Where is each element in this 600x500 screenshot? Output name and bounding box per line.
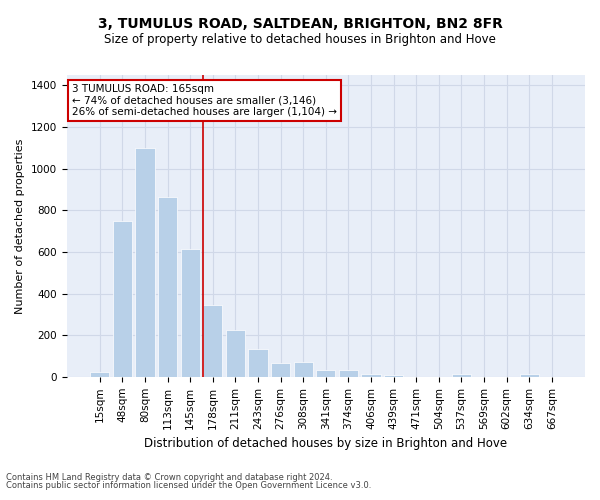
Bar — [136, 148, 155, 377]
Bar — [293, 362, 313, 377]
Bar — [181, 249, 200, 377]
Bar — [271, 364, 290, 377]
Bar — [361, 374, 380, 377]
Bar — [90, 372, 109, 377]
Text: Contains public sector information licensed under the Open Government Licence v3: Contains public sector information licen… — [6, 480, 371, 490]
Text: Size of property relative to detached houses in Brighton and Hove: Size of property relative to detached ho… — [104, 32, 496, 46]
Bar — [113, 221, 132, 377]
Bar — [203, 305, 223, 377]
X-axis label: Distribution of detached houses by size in Brighton and Hove: Distribution of detached houses by size … — [144, 437, 508, 450]
Bar — [452, 374, 471, 377]
Bar — [226, 330, 245, 377]
Text: Contains HM Land Registry data © Crown copyright and database right 2024.: Contains HM Land Registry data © Crown c… — [6, 473, 332, 482]
Bar — [384, 374, 403, 377]
Bar — [158, 198, 177, 377]
Bar — [520, 374, 539, 377]
Text: 3, TUMULUS ROAD, SALTDEAN, BRIGHTON, BN2 8FR: 3, TUMULUS ROAD, SALTDEAN, BRIGHTON, BN2… — [98, 18, 502, 32]
Bar — [339, 370, 358, 377]
Text: 3 TUMULUS ROAD: 165sqm
← 74% of detached houses are smaller (3,146)
26% of semi-: 3 TUMULUS ROAD: 165sqm ← 74% of detached… — [72, 84, 337, 117]
Y-axis label: Number of detached properties: Number of detached properties — [15, 138, 25, 314]
Bar — [248, 348, 268, 377]
Bar — [316, 370, 335, 377]
